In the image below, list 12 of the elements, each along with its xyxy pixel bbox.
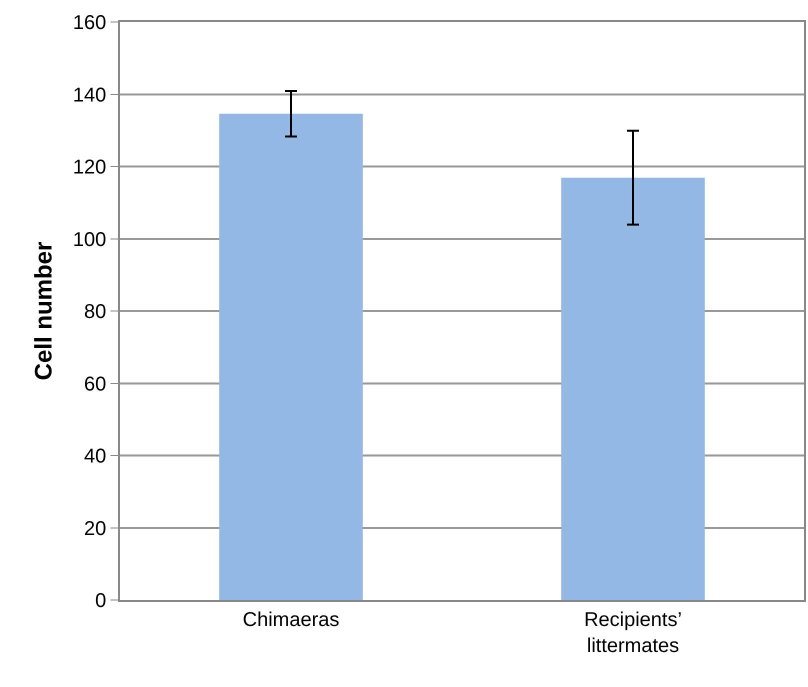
- y-tick-label: 100: [72, 228, 106, 251]
- x-tick-label: Recipients’ littermates: [584, 608, 682, 657]
- y-tick-label: 140: [72, 84, 106, 106]
- y-tick-label: 60: [84, 373, 106, 396]
- x-tick-label: Chimaeras: [242, 608, 340, 631]
- y-tick-label: 80: [84, 301, 106, 323]
- y-axis-title: Cell number: [30, 242, 58, 380]
- y-tick-label: 40: [84, 446, 106, 468]
- y-tick-label: 120: [72, 156, 106, 178]
- y-tick-label: 160: [72, 12, 106, 34]
- y-tick-label: 0: [95, 590, 106, 612]
- y-tick-label: 20: [84, 518, 106, 540]
